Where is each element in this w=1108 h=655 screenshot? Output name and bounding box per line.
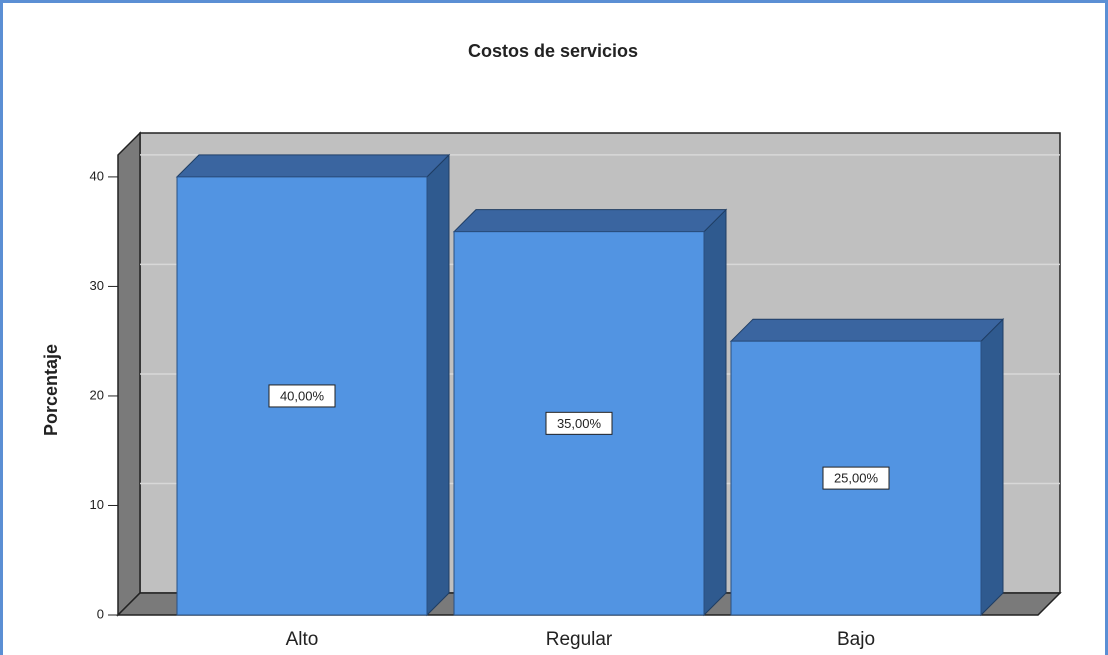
side-wall — [117, 131, 141, 617]
bar-top — [175, 154, 451, 178]
value-label-box — [268, 384, 336, 408]
bar-top — [452, 209, 728, 233]
value-label: 40,00% — [280, 388, 325, 403]
value-label-box — [822, 466, 890, 490]
bar-top — [729, 318, 1005, 342]
y-tick-label: 10 — [90, 497, 104, 512]
y-tick-label: 20 — [90, 387, 104, 402]
x-tick-label: Alto — [286, 629, 319, 650]
value-label-box — [545, 411, 613, 435]
chart-title: Costos de servicios — [468, 41, 638, 61]
y-tick-label: 30 — [90, 278, 104, 293]
x-tick-label: Bajo — [837, 629, 875, 650]
bar-side — [703, 208, 727, 617]
y-axis-label: Porcentaje — [41, 344, 61, 436]
bar-side — [980, 317, 1004, 617]
bar-side — [426, 153, 450, 617]
y-tick-label: 0 — [97, 606, 104, 621]
value-label: 25,00% — [834, 471, 879, 486]
value-label: 35,00% — [557, 416, 602, 431]
x-tick-label: Regular — [546, 629, 613, 650]
y-tick-label: 40 — [90, 168, 104, 183]
